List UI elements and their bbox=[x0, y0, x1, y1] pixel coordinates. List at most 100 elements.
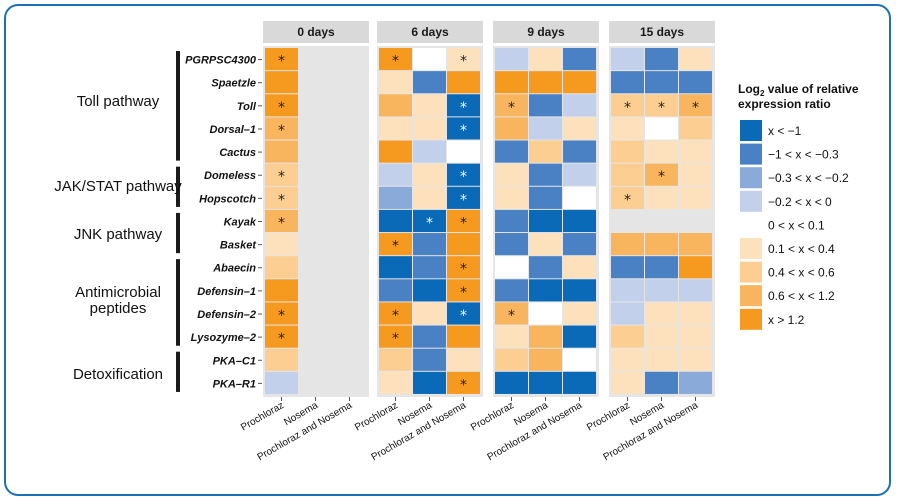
heatmap-cell bbox=[645, 140, 678, 163]
heatmap-cell bbox=[413, 371, 446, 394]
legend-label: 0.6 < x < 1.2 bbox=[768, 289, 835, 303]
significance-star: * bbox=[278, 215, 285, 231]
panel-title: 0 days bbox=[297, 25, 335, 39]
heatmap-cell bbox=[529, 348, 562, 371]
heatmap-cell bbox=[265, 71, 298, 94]
heatmap-cell bbox=[611, 325, 644, 348]
heatmap-cell bbox=[265, 233, 298, 256]
heatmap-cell bbox=[379, 302, 412, 325]
panel-strip bbox=[609, 21, 715, 43]
heatmap-cell bbox=[495, 163, 528, 186]
heatmap-cell bbox=[265, 209, 298, 233]
heatmap-cell bbox=[611, 279, 644, 302]
legend-title: Log2 value of relative bbox=[738, 82, 859, 98]
legend-label: 0 < x < 0.1 bbox=[768, 218, 825, 232]
heatmap-cell bbox=[611, 256, 644, 279]
heatmap-cell bbox=[611, 348, 644, 371]
legend-label: 0.1 < x < 0.4 bbox=[768, 242, 835, 256]
row-label: Cactus bbox=[219, 147, 256, 159]
heatmap-cell bbox=[679, 71, 712, 94]
legend-swatch bbox=[740, 167, 762, 189]
row-label: Dorsal–1 bbox=[210, 124, 256, 136]
heatmap-cell bbox=[495, 256, 528, 279]
heatmap-cell bbox=[379, 209, 412, 233]
heatmap-cell bbox=[413, 209, 446, 233]
heatmap-cell bbox=[563, 140, 596, 163]
heatmap-cell bbox=[679, 94, 712, 117]
heatmap-cell bbox=[447, 209, 480, 233]
heatmap-cell bbox=[611, 140, 644, 163]
heatmap-cell bbox=[679, 117, 712, 140]
significance-star: * bbox=[460, 377, 467, 393]
heatmap-cell bbox=[379, 117, 412, 140]
significance-star: * bbox=[278, 169, 285, 185]
figure-frame bbox=[4, 4, 891, 496]
significance-star: * bbox=[508, 308, 515, 324]
heatmap-cell bbox=[645, 348, 678, 371]
heatmap-cell bbox=[379, 256, 412, 279]
heatmap-cell bbox=[611, 94, 644, 117]
heatmap-cell bbox=[563, 94, 596, 117]
heatmap-cell bbox=[529, 186, 562, 209]
heatmap-cell bbox=[679, 48, 712, 71]
significance-star: * bbox=[460, 215, 467, 231]
heatmap-cell bbox=[529, 48, 562, 71]
significance-star: * bbox=[278, 192, 285, 208]
heatmap-cell bbox=[645, 94, 678, 117]
heatmap-cell bbox=[529, 117, 562, 140]
panel-title: 9 days bbox=[527, 25, 565, 39]
legend-swatch bbox=[740, 120, 762, 141]
heatmap-cell bbox=[379, 371, 412, 394]
significance-star: * bbox=[278, 308, 285, 324]
heatmap-cell bbox=[495, 94, 528, 117]
heatmap-cell bbox=[645, 256, 678, 279]
heatmap-cell bbox=[529, 279, 562, 302]
heatmap-cell bbox=[611, 302, 644, 325]
heatmap-cell bbox=[265, 117, 298, 140]
heatmap-cell bbox=[265, 140, 298, 163]
heatmap-cell bbox=[563, 209, 596, 233]
heatmap-cell bbox=[645, 117, 678, 140]
heatmap-cell bbox=[495, 348, 528, 371]
significance-star: * bbox=[460, 285, 467, 301]
heatmap-cell bbox=[611, 163, 644, 186]
heatmap-cell bbox=[645, 48, 678, 71]
legend-label: −0.2 < x < 0 bbox=[768, 195, 832, 209]
significance-star: * bbox=[278, 100, 285, 116]
heatmap-cell bbox=[679, 279, 712, 302]
heatmap-cell bbox=[529, 209, 562, 233]
heatmap-cell bbox=[413, 94, 446, 117]
heatmap-cell bbox=[447, 325, 480, 348]
heatmap-cell bbox=[413, 302, 446, 325]
heatmap-cell bbox=[495, 186, 528, 209]
heatmap-cell bbox=[413, 256, 446, 279]
heatmap-cell bbox=[413, 325, 446, 348]
row-label: Kayak bbox=[224, 216, 257, 228]
heatmap-cell bbox=[645, 302, 678, 325]
significance-star: * bbox=[278, 331, 285, 347]
legend-swatch bbox=[740, 261, 762, 283]
heatmap-cell bbox=[265, 256, 298, 279]
heatmap-cell bbox=[563, 163, 596, 186]
heatmap-cell bbox=[563, 325, 596, 348]
heatmap-cell bbox=[611, 117, 644, 140]
heatmap-cell bbox=[563, 233, 596, 256]
heatmap-cell bbox=[679, 186, 712, 209]
panel-strip bbox=[377, 21, 483, 43]
column-label: Prochloraz bbox=[585, 400, 632, 433]
row-label: PGRPSC4300 bbox=[185, 55, 257, 67]
heatmap-cell bbox=[645, 71, 678, 94]
row-label: Basket bbox=[220, 240, 257, 252]
column-label: Prochloraz bbox=[353, 400, 400, 433]
heatmap-cell bbox=[265, 302, 298, 325]
significance-star: * bbox=[624, 100, 631, 116]
heatmap-cell bbox=[563, 117, 596, 140]
heatmap-cell bbox=[447, 186, 480, 209]
heatmap-cell bbox=[679, 302, 712, 325]
panel-title: 6 days bbox=[411, 25, 449, 39]
group-label: JAK/STAT pathway bbox=[54, 178, 182, 195]
significance-star: * bbox=[658, 100, 665, 116]
row-label: Spaetzle bbox=[211, 78, 256, 90]
significance-star: * bbox=[426, 215, 433, 231]
